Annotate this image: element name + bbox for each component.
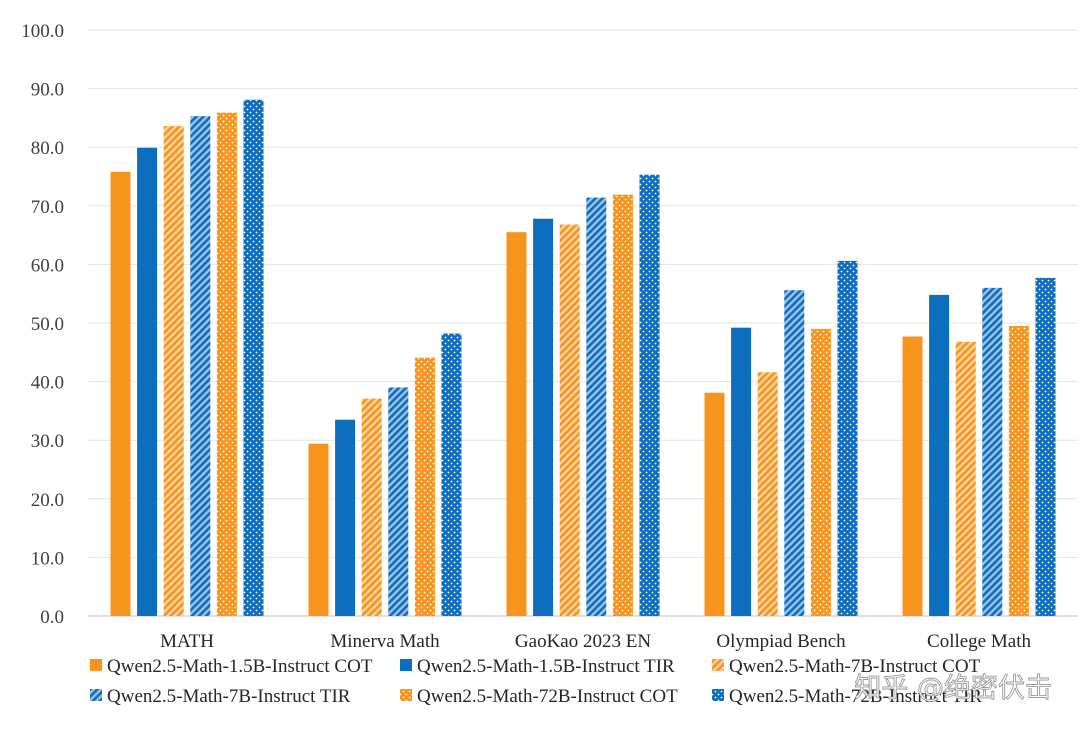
y-tick-label: 70.0 — [31, 197, 64, 218]
bar — [335, 419, 356, 616]
bar — [137, 147, 158, 616]
bar — [506, 232, 527, 617]
y-tick-label: 100.0 — [21, 21, 64, 42]
y-tick-label: 40.0 — [31, 373, 64, 394]
legend-label: Qwen2.5-Math-72B-Instruct COT — [417, 686, 678, 707]
x-category-label: Minerva Math — [330, 631, 440, 652]
x-category-label: College Math — [927, 631, 1031, 652]
legend-label: Qwen2.5-Math-7B-Instruct TIR — [107, 686, 351, 707]
bar — [757, 372, 778, 616]
bar — [163, 126, 184, 616]
bar — [1035, 277, 1056, 616]
y-tick-label: 60.0 — [31, 255, 64, 276]
bar — [784, 290, 805, 616]
bar — [1008, 325, 1029, 616]
legend-swatch — [712, 659, 724, 671]
legend-swatch — [400, 689, 412, 701]
y-tick-label: 10.0 — [31, 548, 64, 569]
y-tick-label: 20.0 — [31, 490, 64, 511]
legend-swatch — [90, 659, 102, 671]
bar — [388, 387, 409, 616]
bar — [955, 341, 976, 616]
bar — [308, 443, 329, 616]
bar — [902, 336, 923, 616]
bar — [810, 328, 831, 616]
bar — [414, 357, 435, 616]
bar — [110, 171, 131, 616]
legend-swatch — [712, 689, 724, 701]
bar — [559, 224, 580, 616]
legend-label: Qwen2.5-Math-72B-Instruct TIR — [729, 686, 982, 707]
bar — [361, 398, 382, 616]
bar — [731, 327, 752, 616]
bar — [982, 287, 1003, 616]
legend-swatch — [400, 659, 412, 671]
watermark-text: 知乎 @绝密伏击 — [854, 673, 1052, 704]
bar — [837, 260, 858, 616]
x-category-label: Olympiad Bench — [716, 631, 846, 652]
legend-label: Qwen2.5-Math-1.5B-Instruct TIR — [417, 656, 675, 677]
y-tick-label: 0.0 — [40, 607, 64, 628]
legend-swatch — [90, 689, 102, 701]
y-axis-ticks: 0.0 10.0 20.0 30.0 40.0 50.0 60.0 70.0 80.0 90.0 1… — [21, 21, 64, 628]
bar — [441, 333, 462, 616]
legend-label: Qwen2.5-Math-1.5B-Instruct COT — [107, 656, 373, 677]
x-category-label: MATH — [160, 631, 214, 652]
bar — [533, 218, 554, 616]
bar — [612, 194, 633, 616]
bar — [243, 99, 264, 616]
y-tick-label: 50.0 — [31, 314, 64, 335]
bar — [929, 294, 950, 616]
y-tick-label: 80.0 — [31, 138, 64, 159]
y-tick-label: 30.0 — [31, 431, 64, 452]
legend-label: Qwen2.5-Math-7B-Instruct COT — [729, 656, 981, 677]
bar — [704, 392, 725, 616]
y-tick-label: 90.0 — [31, 80, 64, 101]
bar — [216, 112, 237, 616]
bars — [110, 99, 1056, 617]
legend: Qwen2.5-Math-1.5B-Instruct COT Qwen2.5-Ma… — [90, 656, 982, 707]
x-category-label: GaoKao 2023 EN — [515, 631, 651, 652]
bar — [190, 116, 211, 616]
x-axis-categories: MATH Minerva Math GaoKao 2023 EN Olympiad B… — [160, 631, 1031, 652]
bar — [639, 174, 660, 616]
bar — [586, 197, 607, 616]
